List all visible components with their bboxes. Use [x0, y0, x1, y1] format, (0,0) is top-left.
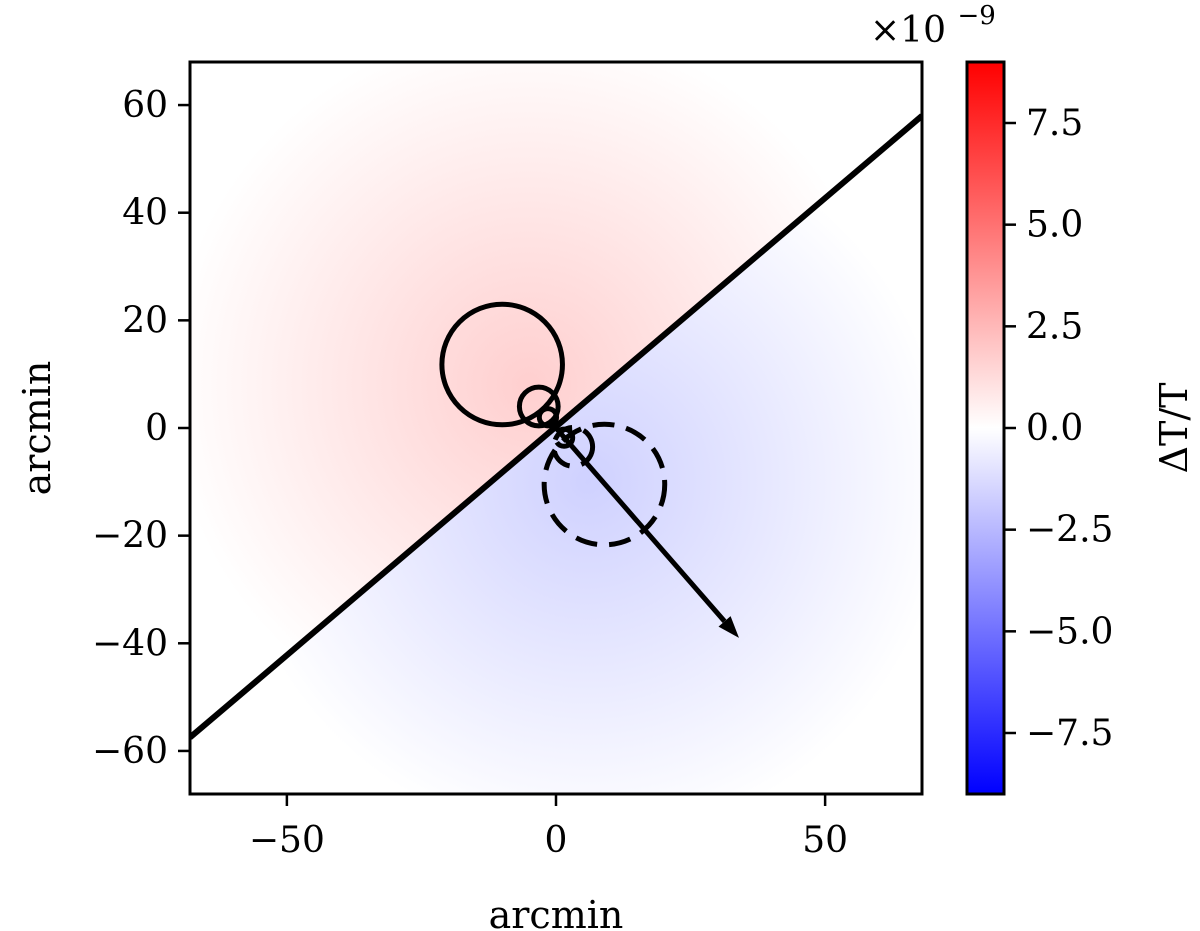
colorbar-exponent-power: −9	[957, 1, 995, 31]
colorbar-exponent: ×10 −9	[870, 1, 996, 51]
overlays	[190, 113, 922, 740]
colorbar-tick-label: 2.5	[1026, 306, 1083, 347]
solid-contour	[516, 384, 561, 429]
x-tick-label: 0	[545, 820, 568, 861]
colorbar-tick-label: −2.5	[1026, 510, 1113, 551]
colorbar-label: ΔT/T	[1152, 383, 1196, 474]
x-tick-label: −50	[249, 820, 325, 861]
y-tick-label: −60	[92, 731, 168, 772]
colorbar-tick-label: 7.5	[1026, 103, 1083, 144]
colorbar-tick-label: −5.0	[1026, 611, 1113, 652]
dashed-contour	[551, 424, 596, 469]
solid-contour	[536, 406, 560, 429]
y-tick-label: −20	[92, 516, 168, 557]
y-axis-ticks: 60 40 20 0 −20 −40 −60	[92, 85, 190, 772]
y-tick-label: 20	[122, 300, 168, 341]
colorbar-exponent-base: ×10	[870, 10, 946, 51]
colorbar-tick-label: 5.0	[1026, 205, 1083, 246]
direction-arrow-head	[718, 616, 739, 638]
dashed-contour	[552, 426, 576, 449]
direction-arrow-shaft	[554, 426, 727, 623]
colorbar-tick-label: −7.5	[1026, 713, 1113, 754]
dividing-line	[190, 113, 922, 740]
y-axis-label: arcmin	[15, 361, 59, 496]
solid-contour	[439, 301, 565, 428]
y-tick-label: 40	[122, 193, 168, 234]
colorbar	[965, 60, 1006, 796]
colorbar-tick-label: 0.0	[1026, 408, 1083, 449]
y-tick-label: 60	[122, 85, 168, 126]
x-axis-label: arcmin	[489, 893, 624, 931]
y-tick-label: 0	[145, 408, 168, 449]
colorbar-ticks: 7.5 5.0 2.5 0.0 −2.5 −5.0 −7.5	[1004, 103, 1113, 754]
x-tick-label: 50	[802, 820, 848, 861]
y-tick-label: −40	[92, 623, 168, 664]
dashed-contour	[541, 421, 668, 548]
x-axis-ticks: −50 0 50	[249, 794, 848, 861]
